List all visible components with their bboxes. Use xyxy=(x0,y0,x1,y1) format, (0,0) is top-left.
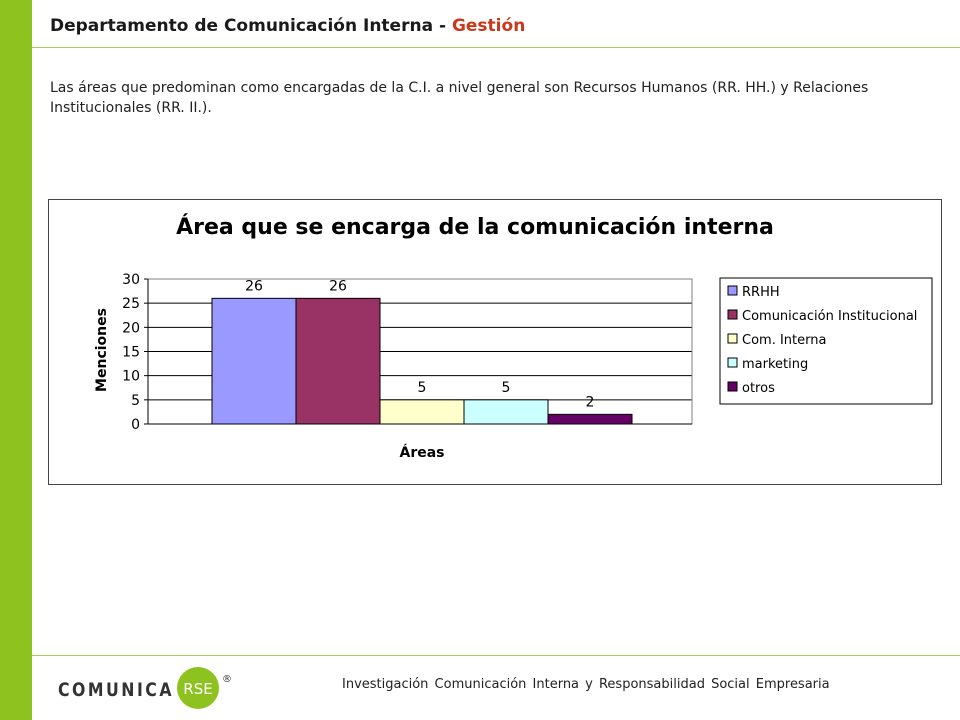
comunica-rse-logo: COMUNICA RSE ® xyxy=(58,667,232,709)
chart-frame: Área que se encarga de la comunicación i… xyxy=(48,199,942,485)
data-label: 5 xyxy=(418,380,427,396)
legend-label: Com. Interna xyxy=(742,333,826,348)
side-accent-bar xyxy=(0,0,32,720)
legend-swatch xyxy=(727,333,738,344)
data-label: 2 xyxy=(586,394,595,410)
header-divider xyxy=(32,47,960,48)
page-title: Departamento de Comunicación Interna - G… xyxy=(50,16,525,36)
y-tick-label: 30 xyxy=(122,272,140,288)
legend-box xyxy=(719,277,933,405)
legend-label: Comunicación Institucional xyxy=(742,309,917,324)
legend-label: marketing xyxy=(742,357,808,372)
y-tick-label: 25 xyxy=(122,296,140,312)
plot-area: 0 5 10 15 20 25 30 26 26 5 5 2 xyxy=(122,272,693,433)
header: Departamento de Comunicación Interna - G… xyxy=(32,0,960,48)
logo-badge-circle xyxy=(177,667,219,709)
bar-2 xyxy=(295,297,381,425)
footer-divider xyxy=(32,655,960,656)
legend-swatch xyxy=(727,357,738,368)
intro-paragraph: Las áreas que predominan como encargadas… xyxy=(50,80,869,116)
bar-5 xyxy=(547,413,633,425)
y-tick-label: 10 xyxy=(122,369,140,385)
logo-badge-text: RSE xyxy=(183,680,212,698)
legend: RRHH Comunicación Institucional Com. Inter… xyxy=(719,277,933,405)
y-tick-label: 5 xyxy=(131,393,140,409)
data-label: 26 xyxy=(245,278,263,294)
logo-wordmark: COMUNICA xyxy=(58,679,174,701)
page-title-accent: Gestión xyxy=(451,16,526,36)
bar-4 xyxy=(463,399,549,425)
y-tick-label: 0 xyxy=(131,417,140,433)
footer-caption: Investigación Comunicación Interna y Res… xyxy=(342,677,830,692)
y-tick-label: 20 xyxy=(122,320,140,336)
y-axis-label: Menciones xyxy=(94,308,110,392)
legend-swatch xyxy=(727,381,738,392)
bar-1 xyxy=(211,297,297,425)
logo-registered-mark: ® xyxy=(222,674,232,685)
legend-label: otros xyxy=(742,381,775,396)
bar-chart: Área que se encarga de la comunicación i… xyxy=(94,214,933,461)
bar-3 xyxy=(379,399,465,425)
data-label: 5 xyxy=(502,380,511,396)
data-label: 26 xyxy=(329,278,347,294)
x-axis-label: Áreas xyxy=(399,444,444,461)
chart-title: Área que se encarga de la comunicación i… xyxy=(176,214,774,240)
legend-label: RRHH xyxy=(742,285,780,300)
page-title-main: Departamento de Comunicación Interna - xyxy=(50,16,447,36)
legend-swatch xyxy=(727,309,738,320)
legend-swatch xyxy=(727,285,738,296)
y-tick-label: 15 xyxy=(122,345,140,361)
